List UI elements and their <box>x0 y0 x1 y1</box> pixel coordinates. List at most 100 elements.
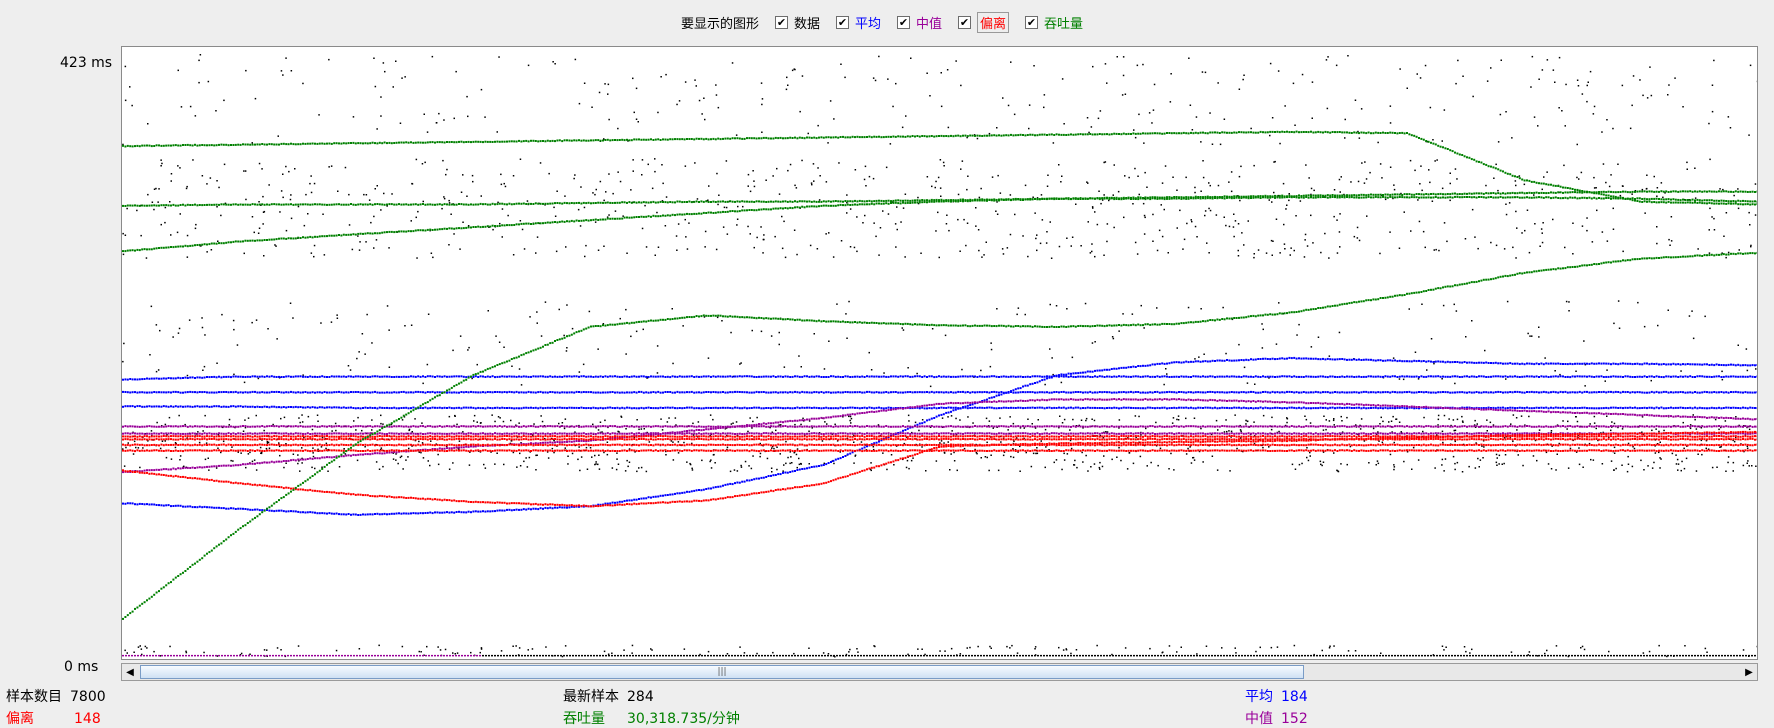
data-point <box>186 652 188 654</box>
data-point <box>1640 460 1642 462</box>
series-平均-point <box>520 376 522 378</box>
series-平均-point <box>472 391 474 393</box>
data-point <box>739 363 741 365</box>
series-平均-point <box>1312 376 1314 378</box>
series-平均-point <box>218 391 220 393</box>
series-平均-point <box>1428 360 1430 362</box>
series-平均-point <box>249 406 251 408</box>
data-point <box>498 416 500 418</box>
series-平均-point <box>283 392 285 394</box>
data-point <box>779 332 781 334</box>
series-平均-point <box>722 407 724 409</box>
series-平均-point <box>254 391 256 393</box>
series-平均-point <box>691 375 693 377</box>
series-平均-point <box>1545 376 1547 378</box>
series-平均-point <box>1243 375 1245 377</box>
series-平均-point <box>444 375 446 377</box>
series-平均-point <box>1092 371 1094 373</box>
data-point <box>698 421 700 423</box>
data-point <box>1191 462 1193 464</box>
deviation-checkbox[interactable]: ✔ <box>958 16 971 29</box>
data-point <box>1657 325 1659 327</box>
data-point <box>1090 252 1092 254</box>
data-point <box>784 366 786 368</box>
data-point <box>125 100 127 102</box>
data-point <box>175 442 177 444</box>
data-point <box>1060 181 1062 183</box>
data-point <box>1022 235 1024 237</box>
series-平均-point <box>698 391 700 393</box>
series-平均-point <box>1603 363 1605 365</box>
series-平均-point <box>830 461 832 463</box>
legend-item-throughput[interactable]: ✔ 吞吐量 <box>1025 13 1083 32</box>
data-point <box>760 226 762 228</box>
legend-item-data[interactable]: ✔ 数据 <box>775 13 820 32</box>
series-平均-point <box>1164 363 1166 365</box>
series-平均-point <box>187 405 189 407</box>
data-point <box>455 71 457 73</box>
series-平均-point <box>501 407 503 409</box>
series-平均-point <box>1718 375 1720 377</box>
data-point <box>678 441 680 443</box>
series-平均-point <box>1581 376 1583 378</box>
data-point <box>282 74 284 76</box>
data-point <box>278 442 280 444</box>
data-point <box>252 216 254 218</box>
series-平均-point <box>232 391 234 393</box>
throughput-checkbox[interactable]: ✔ <box>1025 16 1038 29</box>
series-平均-point <box>156 377 158 379</box>
series-平均-point <box>283 406 285 408</box>
data-point <box>1066 649 1068 651</box>
data-point <box>1461 416 1463 418</box>
series-平均-point <box>1557 376 1559 378</box>
series-平均-point <box>945 376 947 378</box>
data-point <box>812 427 814 429</box>
data-point <box>1002 97 1004 99</box>
series-平均-point <box>945 391 947 393</box>
series-平均-point <box>1120 376 1122 378</box>
series-平均-point <box>1204 376 1206 378</box>
data-point <box>1198 356 1200 358</box>
data-point <box>1377 142 1379 144</box>
series-平均-point <box>1125 391 1127 393</box>
series-平均-point <box>1526 375 1528 377</box>
average-checkbox[interactable]: ✔ <box>836 16 849 29</box>
data-point <box>175 447 177 449</box>
series-平均-point <box>403 391 405 393</box>
series-平均-point <box>660 376 662 378</box>
median-checkbox[interactable]: ✔ <box>897 16 910 29</box>
series-平均-point <box>859 376 861 378</box>
series-平均-point <box>1476 362 1478 364</box>
series-平均-point <box>710 376 712 378</box>
series-平均-point <box>746 479 748 481</box>
data-point <box>1668 84 1670 86</box>
data-point <box>1683 448 1685 450</box>
series-平均-point <box>1034 382 1036 384</box>
legend-item-average[interactable]: ✔ 平均 <box>836 13 881 32</box>
series-平均-point <box>542 375 544 377</box>
series-平均-point <box>1233 360 1235 362</box>
series-平均-point <box>948 392 950 394</box>
data-point <box>1238 223 1240 225</box>
series-平均-point <box>194 406 196 408</box>
legend-item-deviation[interactable]: ✔ 偏离 <box>958 12 1009 33</box>
series-平均-point <box>393 407 395 409</box>
data-point <box>298 645 300 647</box>
legend-item-median[interactable]: ✔ 中值 <box>897 13 942 32</box>
data-point <box>545 646 547 648</box>
data-point <box>1189 446 1191 448</box>
data-point <box>967 176 969 178</box>
series-平均-point <box>1744 391 1746 393</box>
throughput-label: 吞吐量 <box>1044 13 1083 32</box>
data-point <box>232 460 234 462</box>
data-point <box>967 647 969 649</box>
series-平均-point <box>372 375 374 377</box>
data-point <box>1059 246 1061 248</box>
data-point <box>267 441 269 443</box>
data-checkbox[interactable]: ✔ <box>775 16 788 29</box>
series-平均-point <box>1341 391 1343 393</box>
data-point <box>1706 448 1708 450</box>
series-平均-point <box>943 392 945 394</box>
series-平均-point <box>720 391 722 393</box>
series-平均-point <box>256 509 258 511</box>
